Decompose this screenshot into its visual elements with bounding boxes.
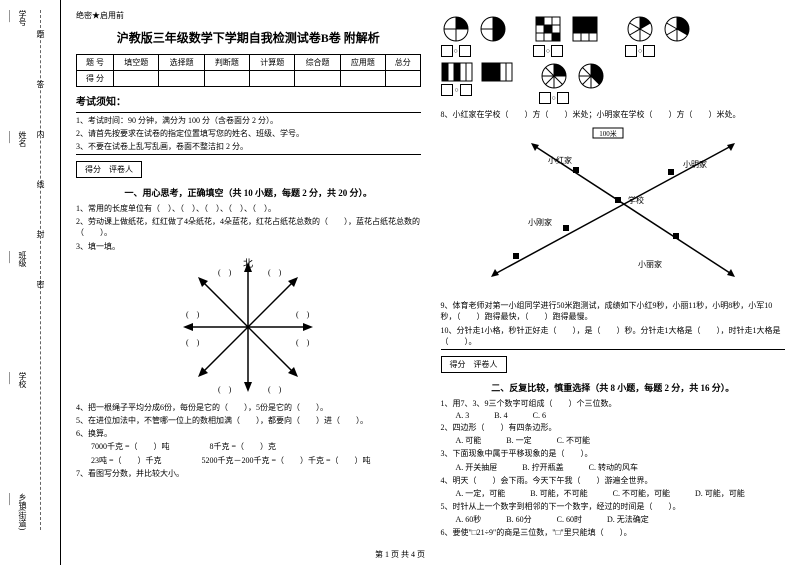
- svg-text:学校: 学校: [628, 195, 644, 205]
- svg-text:小刚家: 小刚家: [528, 217, 552, 227]
- notice-3: 3、不要在试卷上乱写乱画，卷面不整洁扣 2 分。: [76, 141, 421, 152]
- p2-question-3: 3、下面现象中属于平移现象的是（ ）。: [441, 448, 786, 459]
- binding-field-class: 班级___: [8, 251, 28, 267]
- score-table: 题 号 填空题 选择题 判断题 计算题 综合题 应用题 总分 得 分: [76, 54, 421, 87]
- q6-a: 7000千克 =（ ）吨: [91, 441, 170, 452]
- divider-line: [441, 349, 786, 350]
- rect-5-filled-icon: [481, 62, 513, 82]
- score-entry-box-2: 得分 评卷人: [441, 356, 507, 373]
- p2-question-1: 1、用7、3、9三个数字可组成（ ）个三位数。: [441, 398, 786, 409]
- p2-question-4: 4、明天（ ）会下雨。今天下午我（ ）游遍全世界。: [441, 475, 786, 486]
- svg-text:小丽家: 小丽家: [638, 259, 662, 269]
- svg-text:100米: 100米: [599, 129, 617, 138]
- question-9: 9、体育老师对第一小组同学进行50米跑测试，成绩如下小红9秒，小丽11秒，小明8…: [441, 300, 786, 322]
- binding-field-name: 姓名___: [8, 131, 28, 147]
- question-8: 8、小红家在学校（ ）方（ ）米处；小明家在学校（ ）方（ ）米处。: [441, 109, 786, 120]
- question-1: 1、常用的长度单位有（ ）、（ ）、（ ）、（ ）、（ ）。: [76, 203, 421, 214]
- secret-label: 绝密★启用前: [76, 10, 421, 21]
- svg-text:( ): ( ): [186, 338, 200, 347]
- binding-seal-text: 题 答 内 线 封 密: [35, 30, 46, 308]
- svg-text:( ): ( ): [218, 385, 232, 394]
- q6-c: 23吨 =（ ）千克: [91, 455, 162, 466]
- circle-sixth-3-icon: [663, 15, 691, 43]
- svg-text:( ): ( ): [296, 310, 310, 319]
- svg-text:( ): ( ): [268, 268, 282, 277]
- circle-sixth-icon: [626, 15, 654, 43]
- right-column: ○ ○ ○ ○ ○ 8、小红家在学校（ ）方（ ）米处；小明家在学校（ ）方（ …: [441, 10, 786, 555]
- question-3: 3、填一填。: [76, 241, 421, 252]
- binding-field-town: 乡镇(街道)___: [8, 493, 28, 530]
- exam-title: 沪教版三年级数学下学期自我检测试卷B卷 附解析: [76, 29, 421, 46]
- circle-eighth-icon: [540, 62, 568, 90]
- part2-title: 二、反复比较，慎重选择（共 8 小题，每题 2 分，共 16 分）。: [441, 381, 786, 394]
- binding-margin: 学号___ 姓名___ 班级___ 学校___ 乡镇(街道)___ 题 答 内 …: [0, 0, 61, 565]
- p2-question-2: 2、四边形（ ）有四条边形。: [441, 422, 786, 433]
- circle-quarter-icon: [442, 15, 470, 43]
- circle-eighth-3-icon: [577, 62, 605, 90]
- question-10: 10、分针走1小格，秒针正好走（ ），是（ ）秒。分针走1大格是（ ），时针走1…: [441, 325, 786, 347]
- svg-text:( ): ( ): [218, 268, 232, 277]
- p2-question-5: 5、时针从上一个数字到相邻的下一个数字，经过的时间是（ ）。: [441, 501, 786, 512]
- question-7: 7、看图写分数，并比较大小。: [76, 468, 421, 479]
- notice-2: 2、请首先按要求在试卷的指定位置填写您的姓名、班级、学号。: [76, 128, 421, 139]
- divider-line: [76, 112, 421, 113]
- svg-text:北: 北: [243, 258, 253, 270]
- binding-field-id: 学号___: [8, 10, 28, 26]
- svg-text:( ): ( ): [268, 385, 282, 394]
- svg-text:( ): ( ): [186, 310, 200, 319]
- binding-field-school: 学校___: [8, 372, 28, 388]
- compass-diagram: 北 ( ) ( ) ( ) ( ) ( ) ( ) ( ) ( ): [178, 257, 318, 397]
- question-6: 6、换算。: [76, 428, 421, 439]
- map-diagram: 100米 小红家 小明家 学校 小刚家 小丽家: [473, 125, 753, 295]
- question-5: 5、在进位加法中，不管哪一位上的数相加满（ ），都要向（ ）进（ ）。: [76, 415, 421, 426]
- svg-text:小红家: 小红家: [548, 155, 572, 165]
- rect-5-icon: [441, 62, 473, 82]
- grid-3x3-icon: [534, 15, 562, 43]
- question-2: 2、劳动课上做纸花，红红做了4朵纸花，4朵蓝花，红花占纸花总数的（ ），蓝花占纸…: [76, 216, 421, 238]
- notice-heading: 考试须知：: [76, 93, 421, 108]
- circle-half-icon: [479, 15, 507, 43]
- svg-text:( ): ( ): [296, 338, 310, 347]
- notice-1: 1、考试时间：90 分钟，满分为 100 分（含卷面分 2 分）。: [76, 115, 421, 126]
- divider-line: [76, 154, 421, 155]
- p2-question-6: 6、要使"□21÷9"的商是三位数，"□"里只能填（ ）。: [441, 527, 786, 538]
- q6-b: 8千克 =（ ）克: [210, 441, 277, 452]
- grid-3x3-filled-icon: [571, 15, 599, 43]
- svg-text:小明家: 小明家: [683, 159, 707, 169]
- page-footer: 第 1 页 共 4 页: [0, 549, 800, 560]
- fraction-diagrams: ○ ○ ○: [441, 15, 786, 57]
- q6-d: 5200千克－200千克 =（ ）千克 =（ ）吨: [202, 455, 371, 466]
- left-column: 绝密★启用前 沪教版三年级数学下学期自我检测试卷B卷 附解析 题 号 填空题 选…: [76, 10, 421, 555]
- question-4: 4、把一根绳子平均分成6份，每份是它的（ ），5份是它的（ ）。: [76, 402, 421, 413]
- part1-title: 一、用心思考，正确填空（共 10 小题，每题 2 分，共 20 分）。: [76, 186, 421, 199]
- score-entry-box: 得分 评卷人: [76, 161, 142, 178]
